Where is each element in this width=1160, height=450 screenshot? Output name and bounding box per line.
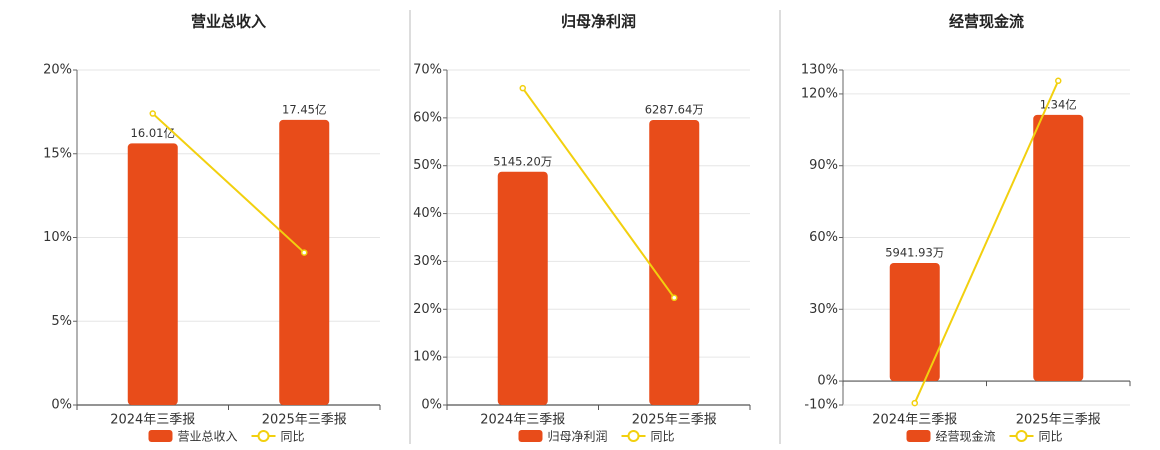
y-tick-label: 5% — [51, 314, 72, 329]
value-label: 5941.93万 — [885, 245, 944, 259]
y-tick-label: 40% — [413, 206, 442, 221]
y-tick-label: 120% — [801, 86, 838, 101]
legend-label: 经营现金流 — [936, 429, 996, 444]
line-point — [301, 249, 308, 256]
value-label: 17.45亿 — [282, 102, 326, 116]
y-tick-label: 60% — [809, 230, 838, 245]
line-point — [671, 294, 678, 302]
bar — [127, 143, 178, 405]
line-point — [1055, 77, 1062, 85]
value-label: 5145.20万 — [493, 154, 552, 168]
line — [521, 87, 676, 299]
legend-label: 归母净利润 — [548, 430, 608, 444]
y-tick-label: 130% — [801, 63, 838, 78]
y-tick-label: 10% — [43, 230, 72, 245]
y-tick-label: -10% — [804, 398, 838, 413]
bar — [1033, 114, 1084, 381]
legend-label: 同比 — [651, 430, 675, 444]
line — [152, 112, 305, 254]
line — [913, 80, 1060, 404]
chart-title: 经营现金流 — [949, 13, 1024, 31]
y-tick-label: 30% — [413, 254, 442, 269]
x-tick-label: 2025年三季报 — [262, 413, 347, 428]
x-tick-label: 2025年三季报 — [1016, 413, 1101, 428]
legend-marker — [627, 430, 640, 442]
y-tick-label: 0% — [421, 398, 442, 413]
y-tick-label: 30% — [809, 302, 838, 317]
y-tick-label: 0% — [51, 398, 72, 413]
y-tick-label: 60% — [413, 110, 442, 125]
chart-title: 营业总收入 — [191, 13, 266, 31]
value-label: 6287.64万 — [645, 102, 704, 116]
value-label: 16.01亿 — [131, 126, 175, 140]
legend-swatch — [148, 430, 173, 442]
legend-label: 同比 — [281, 430, 305, 444]
y-tick-label: 20% — [413, 302, 442, 317]
x-tick-label: 2024年三季报 — [480, 413, 565, 428]
legend-marker — [1015, 430, 1028, 442]
y-tick-label: 15% — [43, 146, 72, 161]
x-tick-label: 2024年三季报 — [110, 413, 195, 428]
x-tick-label: 2024年三季报 — [872, 413, 957, 428]
legend-label: 同比 — [1039, 430, 1063, 444]
bar — [889, 262, 940, 381]
legend-swatch — [906, 430, 931, 442]
y-tick-label: 20% — [43, 63, 72, 78]
legend-label: 营业总收入 — [178, 430, 238, 444]
y-tick-label: 90% — [809, 158, 838, 173]
legend-swatch — [518, 430, 543, 442]
line-point — [519, 84, 526, 92]
legend-marker — [257, 430, 270, 442]
line-point — [911, 399, 918, 407]
y-tick-label: 10% — [413, 350, 442, 365]
bar — [649, 119, 700, 405]
chart-title: 归母净利润 — [561, 13, 636, 31]
y-tick-label: 0% — [817, 374, 838, 389]
line-point — [149, 110, 156, 117]
y-tick-label: 70% — [413, 63, 442, 78]
bar — [497, 171, 548, 405]
y-tick-label: 50% — [413, 158, 442, 173]
x-tick-label: 2025年三季报 — [632, 413, 717, 428]
bar — [279, 119, 330, 405]
